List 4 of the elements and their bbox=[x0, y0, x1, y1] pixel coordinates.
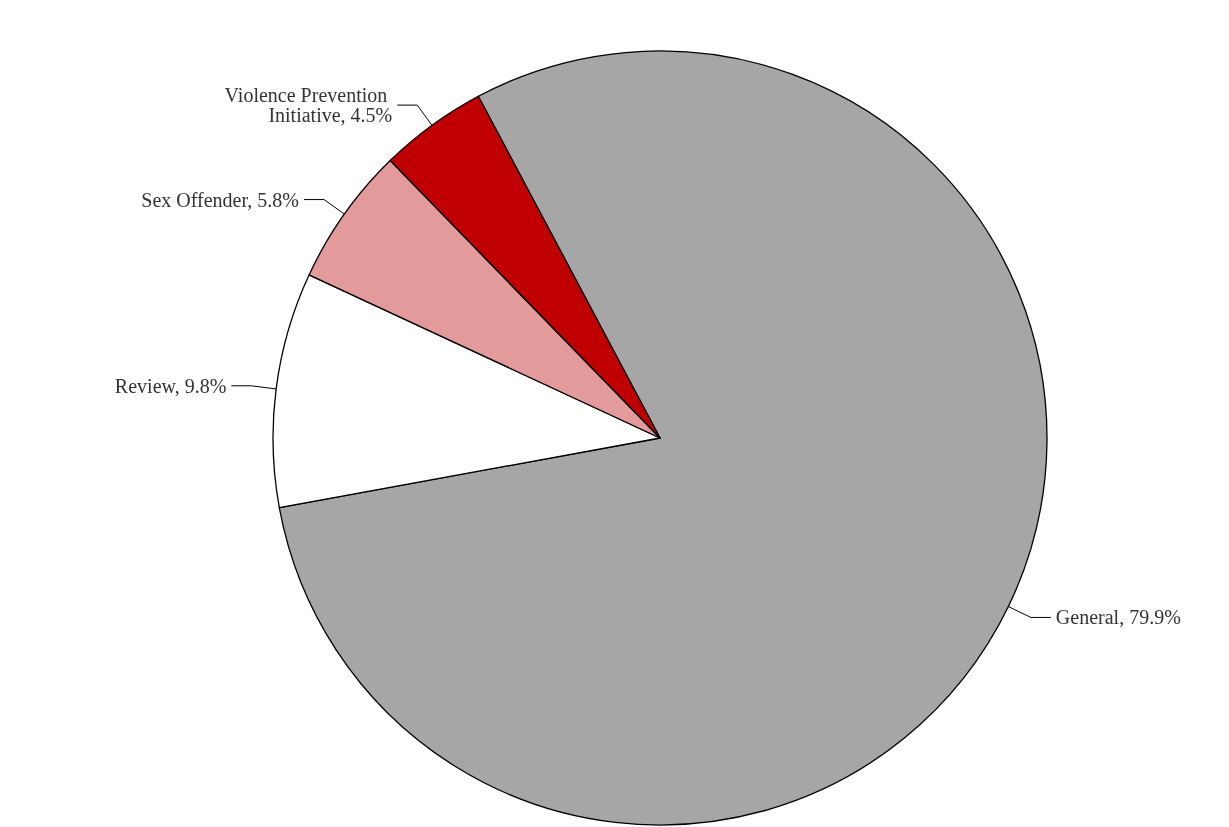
slice-label: Sex Offender, 5.8% bbox=[141, 188, 299, 211]
slice-label: Review, 9.8% bbox=[114, 374, 227, 397]
slice-label: Violence Prevention Initiative, 4.5% bbox=[224, 84, 393, 127]
slice-label: General, 79.9% bbox=[1055, 606, 1181, 629]
